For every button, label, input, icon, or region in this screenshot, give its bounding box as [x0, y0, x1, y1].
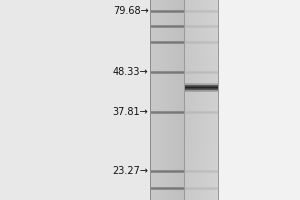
- Text: 37.81→: 37.81→: [113, 107, 148, 117]
- Text: 23.27→: 23.27→: [112, 166, 148, 176]
- Text: 79.68→: 79.68→: [113, 6, 148, 16]
- Text: 48.33→: 48.33→: [113, 67, 148, 77]
